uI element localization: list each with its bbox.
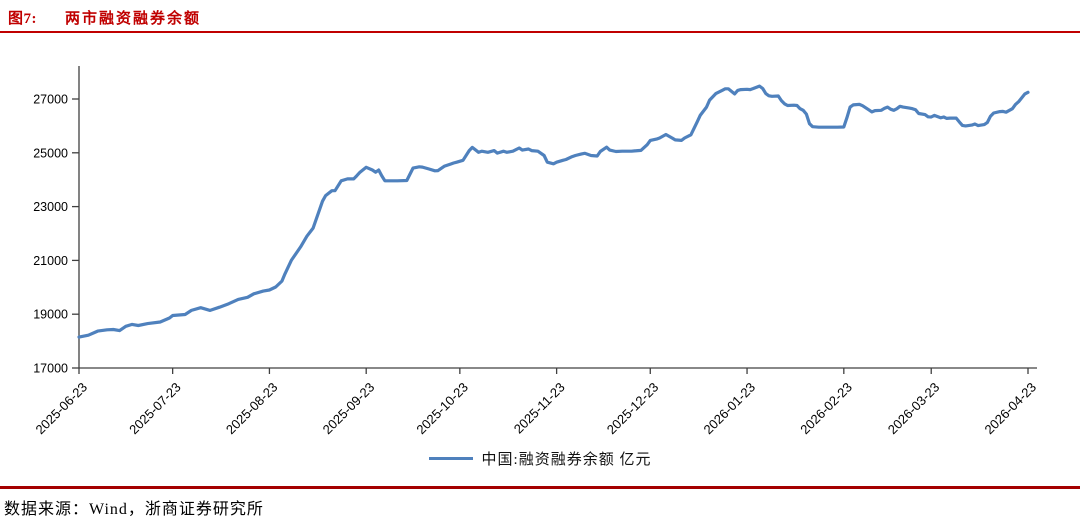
legend-line-swatch — [428, 457, 473, 460]
chart-canvas: 17000 19000 21000 23000 25000 27000 2025-06-23… — [32, 66, 1039, 438]
y-tick-label: 17000 — [33, 362, 68, 376]
y-tick-label: 23000 — [33, 200, 68, 214]
y-tick-label: 21000 — [33, 254, 68, 268]
x-tick-label: 2025-12-23 — [604, 380, 662, 438]
series-line — [77, 84, 1030, 339]
x-tick-label: 2025-11-23 — [511, 380, 568, 437]
x-tick-label: 2026-02-23 — [797, 380, 855, 438]
figure-number: 图7: — [8, 11, 37, 27]
x-tick-label: 2025-07-23 — [126, 380, 184, 438]
x-tick-label: 2026-01-23 — [701, 380, 759, 438]
chart-legend: 中国:融资融券余额 亿元 — [0, 448, 1080, 469]
x-tick-label: 2025-10-23 — [413, 380, 471, 438]
x-tick-label: 2025-08-23 — [223, 380, 281, 438]
legend-series-label: 中国:融资融券余额 亿元 — [481, 452, 652, 468]
y-tick-label: 25000 — [33, 146, 68, 160]
x-tick-label: 2025-06-23 — [32, 380, 90, 438]
figure-title: 两市融资融券余额 — [65, 11, 202, 27]
figure-header: 图7: 两市融资融券余额 — [8, 7, 201, 28]
x-tick-label: 2026-03-23 — [885, 380, 943, 438]
y-tick-label: 19000 — [33, 308, 68, 322]
x-tick-label: 2025-09-23 — [320, 380, 378, 438]
data-source-note: 数据来源：Wind，浙商证券研究所 — [4, 501, 264, 518]
y-tick-label: 27000 — [33, 93, 68, 107]
header-rule — [0, 31, 1080, 33]
x-tick-label: 2026-04-23 — [981, 380, 1039, 438]
footer-rule — [0, 486, 1080, 489]
